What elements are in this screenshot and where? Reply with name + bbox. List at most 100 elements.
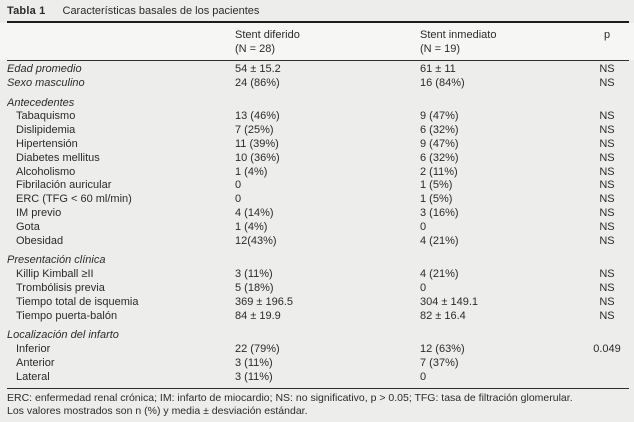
cell-p-value: NS	[599, 124, 615, 137]
row-label: Tabaquismo	[16, 110, 76, 123]
row-label: Edad promedio	[7, 63, 82, 75]
cell-value-deferred: 369 ± 196.5	[235, 295, 294, 308]
column-header-deferred-stent: Stent diferido (N = 28)	[235, 28, 420, 56]
column-header-immediate-name: Stent inmediato	[420, 29, 497, 41]
bottom-rule	[7, 387, 629, 389]
section-heading-label: Presentación clínica	[7, 254, 106, 267]
cell-value-deferred: 0	[235, 179, 242, 192]
row-label: Sexo masculino	[7, 76, 85, 89]
cell-value-immediate: 6 (32%)	[420, 124, 459, 137]
footnote-values-note: Los valores mostrados son n (%) y media …	[7, 405, 308, 418]
table-row: Inferior 22 (79%) 12 (63%) 0.049	[7, 343, 629, 357]
cell-p-value: NS	[599, 179, 615, 192]
row-label: Obesidad	[16, 234, 64, 247]
table-row: Edad promedio 54 ± 15.2 61 ± 11 NS	[7, 63, 629, 77]
cell-value-deferred: 3 (11%)	[235, 268, 273, 281]
cell-value-deferred: 24 (86%)	[235, 76, 280, 89]
cell-value-immediate: 82 ± 16.4	[420, 309, 466, 322]
table-row: Lateral 3 (11%) 0	[7, 371, 629, 385]
table-section: Antecedentes Tabaquismo 13 (46%) 9 (47%) NS D…	[0, 97, 634, 249]
cell-value-deferred: 0	[235, 193, 242, 206]
cell-value-deferred: 84 ± 19.9	[235, 309, 281, 322]
row-label: Lateral	[16, 370, 50, 383]
cell-p-value: NS	[599, 137, 615, 150]
table-footnotes: ERC: enfermedad renal crónica; IM: infar…	[0, 389, 634, 419]
row-label: Diabetes mellitus	[16, 151, 100, 164]
cell-value-immediate: 304 ± 149.1	[420, 295, 479, 308]
cell-value-deferred: 54 ± 15.2	[235, 63, 281, 75]
table-row: Sexo masculino 24 (86%) 16 (84%) NS	[7, 77, 629, 91]
table-row: Alcoholismo 1 (4%) 2 (11%) NS	[7, 166, 629, 180]
cell-p-value: NS	[599, 220, 615, 233]
cell-p-value	[585, 97, 629, 111]
row-label: Hipertensión	[16, 137, 78, 150]
cell-value-deferred: 1 (4%)	[235, 165, 268, 178]
table-row: Gota 1 (4%) 0 NS	[7, 221, 629, 235]
table-row: Tiempo puerta-balón 84 ± 19.9 82 ± 16.4 NS	[7, 310, 629, 324]
cell-p-value	[585, 254, 629, 268]
cell-value-immediate: 0	[420, 370, 427, 383]
header-rule	[7, 60, 629, 61]
cell-value-immediate	[420, 329, 585, 343]
table-section: Presentación clínica Killip Kimball ≥II 3 …	[0, 254, 634, 323]
cell-value-deferred: 13 (46%)	[235, 110, 280, 123]
header-spacer	[7, 28, 235, 56]
cell-value-deferred	[235, 329, 420, 343]
cell-value-deferred: 3 (11%)	[235, 370, 273, 383]
table-row: Diabetes mellitus 10 (36%) 6 (32%) NS	[7, 152, 629, 166]
section-heading-row: Localización del infarto	[7, 329, 629, 343]
cell-value-deferred: 3 (11%)	[235, 356, 273, 369]
cell-p-value: NS	[599, 281, 615, 294]
cell-value-immediate: 6 (32%)	[420, 151, 459, 164]
cell-p-value: 0.049	[593, 343, 621, 356]
row-label: Alcoholismo	[16, 165, 76, 178]
cell-value-deferred: 4 (14%)	[235, 206, 274, 219]
cell-p-value	[585, 371, 629, 385]
cell-value-deferred: 5 (18%)	[235, 281, 274, 294]
cell-p-value: NS	[599, 206, 615, 219]
table-row: Tabaquismo 13 (46%) 9 (47%) NS	[7, 110, 629, 124]
cell-value-deferred	[235, 97, 420, 111]
cell-value-deferred: 12(43%)	[235, 234, 277, 247]
section-heading-row: Presentación clínica	[7, 254, 629, 268]
cell-value-deferred: 11 (39%)	[235, 137, 279, 150]
table-caption: Tabla 1 Características basales de los pa…	[0, 0, 634, 21]
row-label: Dislipidemia	[16, 124, 76, 137]
column-header-immediate-n: (N = 19)	[420, 43, 461, 55]
cell-p-value: NS	[599, 76, 615, 89]
cell-p-value: NS	[599, 110, 615, 123]
table-body: Edad promedio 54 ± 15.2 61 ± 11 NS Sexo masc…	[0, 61, 634, 388]
cell-value-deferred: 1 (4%)	[235, 220, 268, 233]
cell-p-value: NS	[599, 63, 615, 75]
cell-value-immediate: 1 (5%)	[420, 193, 453, 206]
table-row: Fibrilación auricular 0 1 (5%) NS	[7, 179, 629, 193]
table-row: Dislipidemia 7 (25%) 6 (32%) NS	[7, 124, 629, 138]
cell-value-deferred	[235, 254, 420, 268]
cell-p-value: NS	[599, 309, 615, 322]
column-header-p: p	[603, 29, 611, 41]
row-label: Killip Kimball ≥II	[16, 268, 94, 281]
table-row: Killip Kimball ≥II 3 (11%) 4 (21%) NS	[7, 268, 629, 282]
column-header-deferred-n: (N = 28)	[235, 43, 276, 55]
cell-value-immediate: 9 (47%)	[420, 137, 459, 150]
cell-value-immediate: 7 (37%)	[420, 356, 459, 369]
cell-value-deferred: 22 (79%)	[235, 343, 280, 356]
cell-p-value: NS	[599, 193, 615, 206]
row-label: Tiempo puerta-balón	[16, 309, 118, 322]
row-label: Tiempo total de isquemia	[16, 295, 139, 308]
cell-p-value: NS	[599, 234, 615, 247]
cell-value-immediate	[420, 97, 585, 111]
cell-p-value	[585, 329, 629, 343]
cell-value-immediate: 3 (16%)	[420, 206, 459, 219]
table-row: IM previo 4 (14%) 3 (16%) NS	[7, 207, 629, 221]
cell-value-deferred: 7 (25%)	[235, 124, 274, 137]
cell-value-immediate: 1 (5%)	[420, 179, 453, 192]
footnote-abbreviations: ERC: enfermedad renal crónica; IM: infar…	[7, 391, 573, 404]
table-title: Características basales de los pacientes	[62, 5, 260, 17]
row-label: ERC (TFG < 60 ml/min)	[16, 193, 132, 206]
table-section: Edad promedio 54 ± 15.2 61 ± 11 NS Sexo masc…	[0, 63, 634, 91]
column-header-immediate-stent: Stent inmediato (N = 19)	[420, 28, 585, 56]
table-row: Anterior 3 (11%) 7 (37%)	[7, 357, 629, 371]
row-label: Trombólisis previa	[16, 281, 105, 294]
row-label: Gota	[16, 220, 40, 233]
